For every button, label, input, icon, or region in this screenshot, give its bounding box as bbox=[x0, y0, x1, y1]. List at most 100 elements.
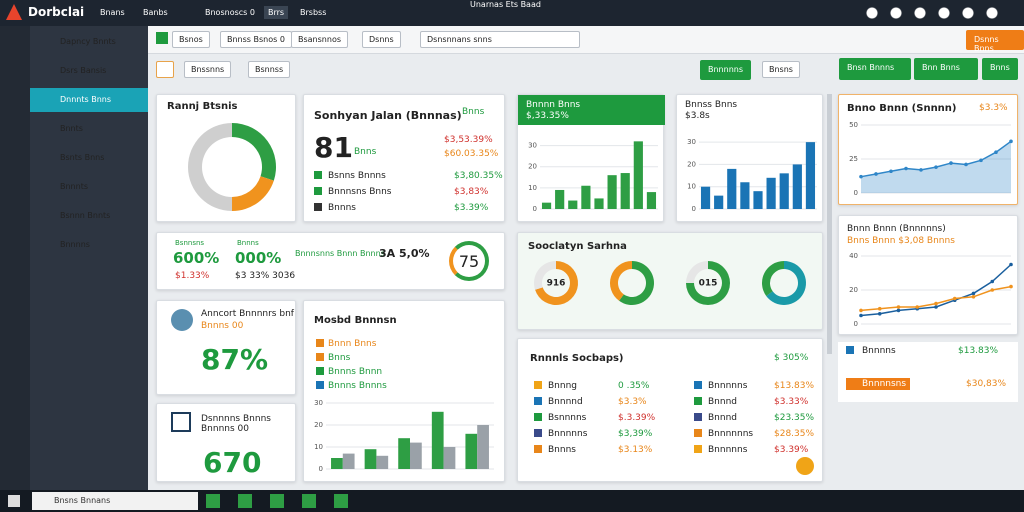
y-tick-label: 10 bbox=[314, 443, 323, 451]
y-tick-label: 20 bbox=[849, 286, 858, 294]
donut-segment bbox=[232, 123, 276, 181]
bar bbox=[443, 447, 456, 469]
sidebar-item[interactable]: Bsnts Bnns bbox=[60, 153, 105, 162]
menu-item[interactable]: Bnans bbox=[100, 8, 125, 17]
donut-chart bbox=[187, 123, 276, 211]
sidebar-item[interactable]: Bsnnn Bnnts bbox=[60, 211, 111, 220]
row-icon bbox=[534, 445, 542, 453]
filter[interactable]: Bnnss Bsnos 0 bbox=[220, 31, 292, 48]
start-button[interactable] bbox=[8, 495, 20, 507]
point bbox=[994, 150, 998, 154]
subbar-icon[interactable] bbox=[156, 61, 174, 78]
filter[interactable]: Dsnns bbox=[362, 31, 401, 48]
card-title: Rannj Btsnis bbox=[167, 101, 238, 112]
sidebar-item[interactable]: Dnnnts Bnns bbox=[30, 88, 148, 112]
kpi-sub: $1.33% bbox=[175, 271, 210, 281]
menu-item[interactable]: Banbs bbox=[143, 8, 168, 17]
button[interactable]: Bnsns bbox=[762, 61, 800, 78]
action-button[interactable]: Dsnns Bnns bbox=[966, 30, 1024, 53]
row-value: $3.39% bbox=[774, 445, 809, 455]
gauge: 75 bbox=[449, 241, 489, 281]
y-tick-label: 0 bbox=[854, 320, 858, 328]
row-icon bbox=[534, 413, 542, 421]
tab[interactable]: Bnn Bnns bbox=[914, 58, 978, 80]
filter[interactable]: Bsnnss bbox=[248, 61, 291, 78]
bar bbox=[727, 168, 737, 209]
fab[interactable] bbox=[796, 457, 814, 475]
row-icon bbox=[534, 381, 542, 389]
sidebar-item[interactable]: Dapncy Bnnts bbox=[60, 37, 116, 46]
tab[interactable]: Bnsn Bnnns bbox=[839, 58, 911, 80]
filter[interactable]: Bsnos bbox=[172, 31, 210, 48]
donut-segment bbox=[534, 261, 556, 290]
menu-item[interactable]: Brsbss bbox=[300, 8, 327, 17]
bar bbox=[581, 185, 591, 209]
donut-segment bbox=[686, 261, 708, 284]
row-value: $3,83% bbox=[454, 187, 489, 197]
card-header bbox=[518, 95, 665, 125]
bar-chart: 0 10 20 30 bbox=[528, 141, 658, 213]
point bbox=[934, 301, 938, 306]
filter[interactable]: Bnssnns bbox=[184, 61, 232, 78]
toolbar: Bsnos Bnnss Bsnos 0 Bsansnnos Dsnns Dsns… bbox=[148, 26, 1024, 54]
card-title: Rnnnls Socbaps) bbox=[530, 353, 624, 364]
bar bbox=[620, 173, 630, 209]
point bbox=[979, 158, 983, 163]
legend-label: Bnnns Bnnn bbox=[328, 367, 383, 377]
value: $3,53.39% bbox=[444, 135, 493, 145]
tab[interactable]: Bnns bbox=[982, 58, 1018, 80]
point bbox=[952, 296, 957, 301]
y-tick-label: 20 bbox=[687, 160, 696, 168]
card: Anncort Bnnnnrs bnf Bnnns 00 87% bbox=[156, 300, 296, 395]
big-value: 670 bbox=[203, 446, 262, 479]
kpi-sub: $3 33% 3036 bbox=[235, 271, 296, 281]
taskbar-apps[interactable] bbox=[206, 494, 356, 508]
bar bbox=[740, 182, 750, 209]
list-icon bbox=[846, 346, 854, 354]
list-value: $30,83% bbox=[966, 379, 1007, 389]
sidebar-item[interactable]: Dsrs Bansis bbox=[60, 66, 107, 75]
menu-item[interactable]: Bnosnoscs 0 bbox=[205, 8, 255, 17]
row-value: $3.3% bbox=[618, 397, 647, 407]
bar bbox=[398, 438, 410, 469]
filter[interactable]: Bsansnnos bbox=[291, 31, 348, 48]
point bbox=[934, 165, 938, 169]
row-icon bbox=[694, 397, 702, 405]
point bbox=[1009, 139, 1013, 144]
badge: $ 305% bbox=[774, 353, 809, 363]
donut-segment bbox=[610, 261, 632, 301]
y-tick-label: 0 bbox=[533, 205, 537, 213]
toolbar-icon bbox=[156, 32, 168, 44]
menu-item[interactable]: Brrs bbox=[264, 6, 289, 19]
row-icon bbox=[694, 381, 702, 389]
window-title: Unarnas Ets Baad bbox=[470, 0, 541, 9]
right-list: Bnnnns $13.83% Bnnnnsns $30,83% bbox=[838, 342, 1018, 402]
y-tick-label: 25 bbox=[849, 155, 858, 163]
button[interactable]: Bnnnnns bbox=[700, 60, 752, 80]
taskbar-search[interactable]: Bnsns Bnnans bbox=[32, 492, 198, 510]
y-tick-label: 0 bbox=[692, 205, 696, 213]
row-value: $3.13% bbox=[618, 445, 653, 455]
y-tick-label: 20 bbox=[528, 163, 537, 171]
search[interactable]: Dsnsnnans snns bbox=[420, 31, 580, 48]
bar bbox=[568, 200, 578, 209]
bar bbox=[633, 141, 643, 209]
legend-swatch bbox=[316, 339, 324, 347]
sidebar-item[interactable]: Bnnnns bbox=[60, 240, 90, 249]
row-label: Bnnns bbox=[328, 203, 356, 213]
badge: $3.3% bbox=[979, 103, 1008, 113]
line-chart: 0 25 50 bbox=[849, 121, 1013, 197]
y-tick-label: 20 bbox=[314, 421, 323, 429]
sidebar-item[interactable]: Bnnnts bbox=[60, 182, 89, 191]
row-value: $.3.39% bbox=[618, 413, 656, 423]
sidebar-item[interactable]: Bnnts bbox=[60, 124, 83, 133]
card: Bnnss Bnns $3.8s 0 10 20 30 bbox=[676, 94, 823, 222]
y-tick-label: 0 bbox=[319, 465, 323, 473]
top-icons[interactable] bbox=[860, 6, 1010, 20]
card-title: Bnnss Bnns bbox=[685, 100, 738, 110]
row-label: Bnnnnd bbox=[548, 397, 583, 407]
icon-strip bbox=[0, 26, 30, 490]
big-value: 87% bbox=[201, 343, 269, 376]
